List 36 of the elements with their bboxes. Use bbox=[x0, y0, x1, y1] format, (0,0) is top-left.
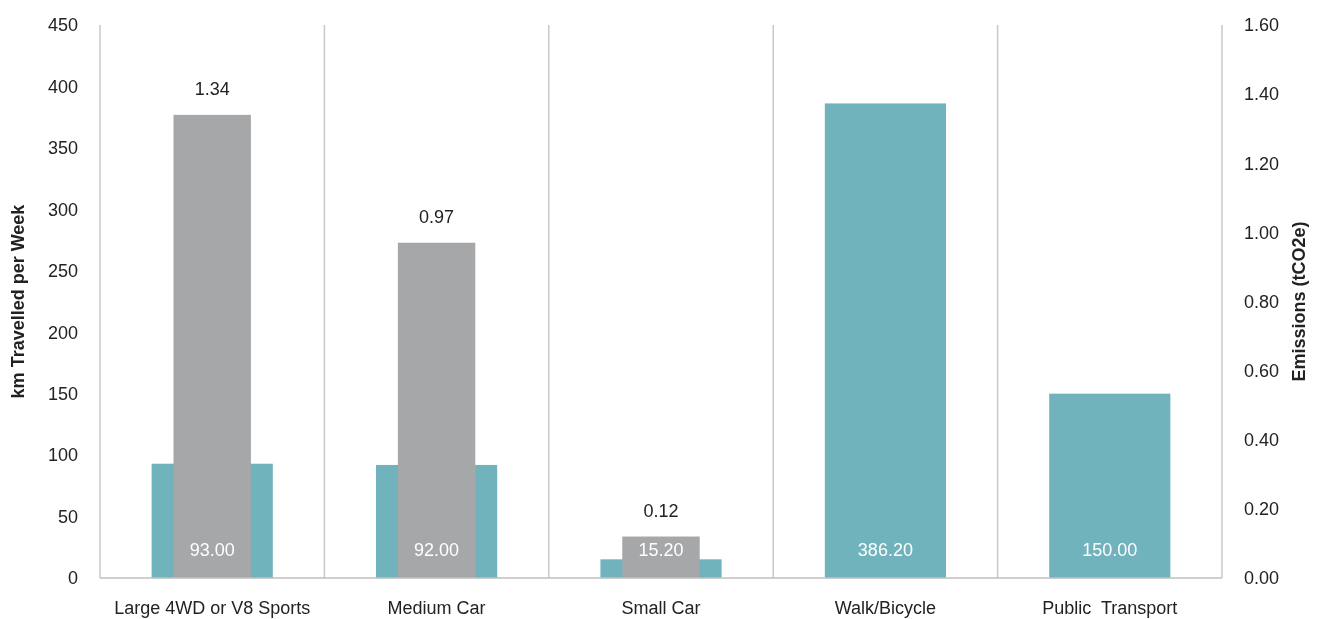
y2-tick-label: 0.20 bbox=[1244, 499, 1280, 520]
data-label: 92.00 bbox=[414, 540, 460, 560]
data-label: 0.97 bbox=[419, 206, 455, 227]
y-tick-label: 0 bbox=[67, 568, 78, 589]
data-label: 386.20 bbox=[857, 540, 913, 560]
bar bbox=[1049, 393, 1171, 578]
y-tick-label: 450 bbox=[47, 15, 78, 36]
data-label: 0.12 bbox=[643, 500, 679, 521]
data-label: 1.34 bbox=[194, 78, 230, 99]
x-tick-label: Small Car bbox=[621, 598, 701, 618]
y-tick-label: 100 bbox=[47, 445, 78, 466]
y2-tick-label: 0.80 bbox=[1244, 291, 1280, 312]
bar bbox=[824, 103, 946, 578]
y-tick-label: 200 bbox=[47, 322, 78, 343]
y2-tick-label: 0.00 bbox=[1244, 568, 1280, 589]
y-tick-label: 150 bbox=[47, 383, 78, 404]
x-tick-label: Medium Car bbox=[387, 598, 486, 618]
y-tick-label: 50 bbox=[57, 506, 78, 527]
y-tick-label: 400 bbox=[47, 76, 78, 97]
y2-tick-label: 1.20 bbox=[1244, 153, 1280, 174]
data-label: 150.00 bbox=[1082, 540, 1138, 560]
x-tick-label: Public Transport bbox=[1042, 598, 1178, 618]
y-tick-label: 350 bbox=[47, 138, 78, 159]
y-tick-label: 250 bbox=[47, 261, 78, 282]
x-tick-label: Large 4WD or V8 Sports bbox=[114, 598, 311, 618]
data-label: 93.00 bbox=[189, 540, 235, 560]
x-tick-label: Walk/Bicycle bbox=[834, 598, 937, 618]
data-label: 15.20 bbox=[638, 540, 684, 560]
y2-tick-label: 0.60 bbox=[1244, 360, 1280, 381]
y2-tick-label: 1.40 bbox=[1244, 84, 1280, 105]
y-tick-label: 300 bbox=[47, 199, 78, 220]
y2-axis-title: Emissions (tCO2e) bbox=[1289, 221, 1309, 382]
y2-tick-label: 1.60 bbox=[1244, 15, 1280, 36]
y-axis-title: km Travelled per Week bbox=[8, 203, 28, 399]
y2-tick-label: 0.40 bbox=[1244, 430, 1280, 451]
y2-tick-label: 1.00 bbox=[1244, 222, 1280, 243]
